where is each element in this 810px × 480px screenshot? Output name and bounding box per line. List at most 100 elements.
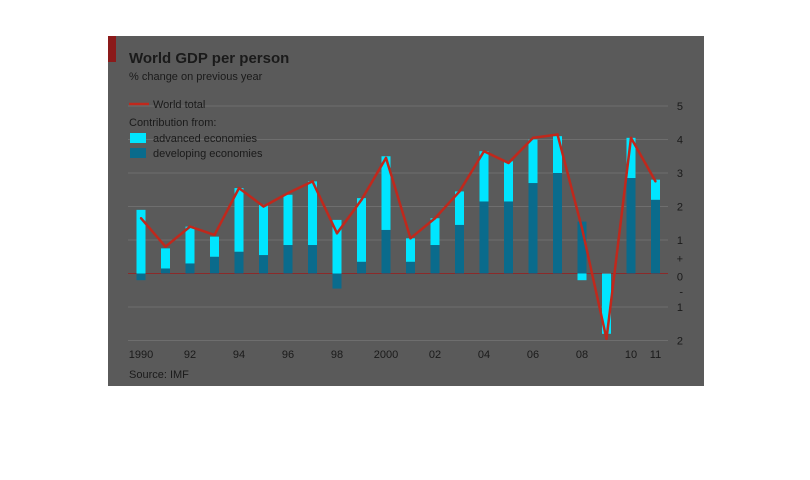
bar-developing-2007	[553, 173, 562, 274]
bar-developing-2001	[406, 261, 415, 274]
x-tick-label: 02	[429, 349, 441, 361]
bar-advanced-1995	[259, 204, 268, 256]
bar-developing-1999	[357, 261, 366, 274]
bar-advanced-2002	[430, 218, 440, 246]
bars	[136, 136, 660, 334]
y-tick-label: +	[677, 254, 683, 266]
accent-marker	[108, 36, 116, 62]
y-tick-label: 3	[677, 168, 683, 180]
bar-developing-1992	[185, 263, 195, 274]
bar-advanced-2001	[406, 238, 415, 262]
y-tick-label: 2	[677, 202, 683, 214]
bar-advanced-1999	[357, 198, 366, 262]
bar-advanced-1993	[210, 236, 219, 257]
world-total-point-2007	[556, 133, 559, 136]
bar-advanced-2011	[651, 179, 660, 200]
chart-panel	[108, 36, 704, 386]
world-total-point-1992	[188, 225, 192, 228]
world-total-point-2000	[384, 156, 388, 160]
world-total-point-1999	[360, 198, 363, 201]
world-total-point-1994	[237, 186, 241, 190]
x-tick-label: 04	[478, 349, 490, 361]
chart-title: World GDP per person	[129, 50, 289, 67]
legend-advanced-swatch	[130, 133, 146, 143]
legend-developing-swatch	[130, 148, 146, 158]
world-total-point-1990	[139, 217, 143, 220]
bar-developing-1998	[332, 273, 342, 289]
bar-advanced-1998	[332, 219, 342, 274]
x-tick-label: 08	[576, 349, 588, 361]
bar-developing-1997	[308, 245, 317, 274]
x-tick-label: 11	[650, 349, 661, 361]
legend-advanced-economies: advanced economies	[153, 133, 257, 145]
bar-advanced-2003	[455, 191, 464, 225]
y-tick-label: 5	[677, 101, 683, 113]
bar-advanced-2008	[577, 273, 587, 281]
chart-subtitle: % change on previous year	[129, 71, 263, 83]
world-total-point-2002	[433, 217, 437, 220]
world-total-point-1996	[286, 191, 290, 195]
legend-world-total: World total	[153, 99, 205, 111]
y-tick-label: 4	[677, 135, 683, 147]
world-total-point-2006	[531, 136, 535, 140]
world-total-point-1997	[311, 180, 314, 183]
bar-developing-2003	[455, 224, 464, 274]
bar-developing-1995	[259, 255, 268, 274]
bar-advanced-1990	[136, 209, 146, 274]
world-total-point-2008	[580, 227, 584, 230]
y-tick-labels: 5 4 3 2 1 +0 - 1 2	[677, 101, 684, 348]
x-tick-label: 1990	[129, 349, 153, 361]
bar-developing-2006	[528, 183, 538, 274]
y-tick-label: 2	[677, 336, 683, 348]
x-tick-label: 98	[331, 349, 343, 361]
bar-advanced-2006	[528, 139, 538, 184]
world-total-polyline	[140, 133, 657, 341]
world-total-point-1991	[164, 245, 167, 248]
bar-developing-2004	[479, 201, 489, 274]
bar-developing-2008	[577, 221, 587, 274]
bar-developing-2005	[504, 201, 513, 274]
bar-developing-1994	[234, 251, 244, 274]
bar-advanced-2005	[504, 161, 513, 202]
bar-developing-2000	[381, 229, 391, 274]
x-tick-label: 10	[625, 349, 637, 361]
legend-contribution-heading: Contribution from:	[129, 117, 216, 129]
chart-source: Source: IMF	[129, 369, 189, 381]
world-total-point-2001	[409, 237, 412, 240]
world-total-point-1998	[335, 232, 339, 235]
bar-developing-1991	[161, 268, 170, 274]
x-tick-label: 96	[282, 349, 294, 361]
world-total-point-1993	[213, 233, 216, 237]
bar-developing-2010	[626, 178, 636, 274]
bar-advanced-1991	[161, 248, 170, 269]
bar-advanced-2000	[381, 156, 391, 230]
x-tick-label: 94	[233, 349, 245, 361]
bar-advanced-2004	[479, 151, 489, 202]
world-total-point-2010	[629, 136, 633, 140]
legend-developing-economies: developing economies	[153, 148, 263, 160]
bar-advanced-2009	[602, 273, 611, 334]
bar-advanced-2010	[626, 137, 636, 179]
bar-developing-1996	[283, 245, 293, 274]
x-tick-label: 06	[527, 349, 539, 361]
bar-advanced-2007	[553, 136, 562, 173]
world-total-point-2004	[482, 150, 486, 153]
bar-developing-2002	[430, 245, 440, 274]
y-tick-label: 1	[677, 235, 683, 247]
world-total-point-1995	[262, 205, 265, 208]
y-tick-label: 1	[677, 302, 683, 314]
bar-advanced-1994	[234, 188, 244, 252]
y-tick-label: -	[679, 287, 683, 299]
x-tick-labels: 1990 92 94 96 98 2000 02 04 06 08 10 11	[129, 349, 661, 361]
world-total-point-2009	[605, 337, 608, 341]
y-tick-label: 0	[677, 272, 683, 284]
bar-developing-2011	[651, 199, 660, 274]
bar-developing-1990	[136, 273, 146, 281]
world-total-point-2011	[654, 180, 657, 183]
bar-advanced-1996	[283, 194, 293, 246]
bar-advanced-1997	[308, 181, 317, 246]
x-tick-label: 2000	[374, 349, 398, 361]
world-total-point-2003	[458, 190, 461, 193]
bar-advanced-1992	[185, 226, 195, 264]
